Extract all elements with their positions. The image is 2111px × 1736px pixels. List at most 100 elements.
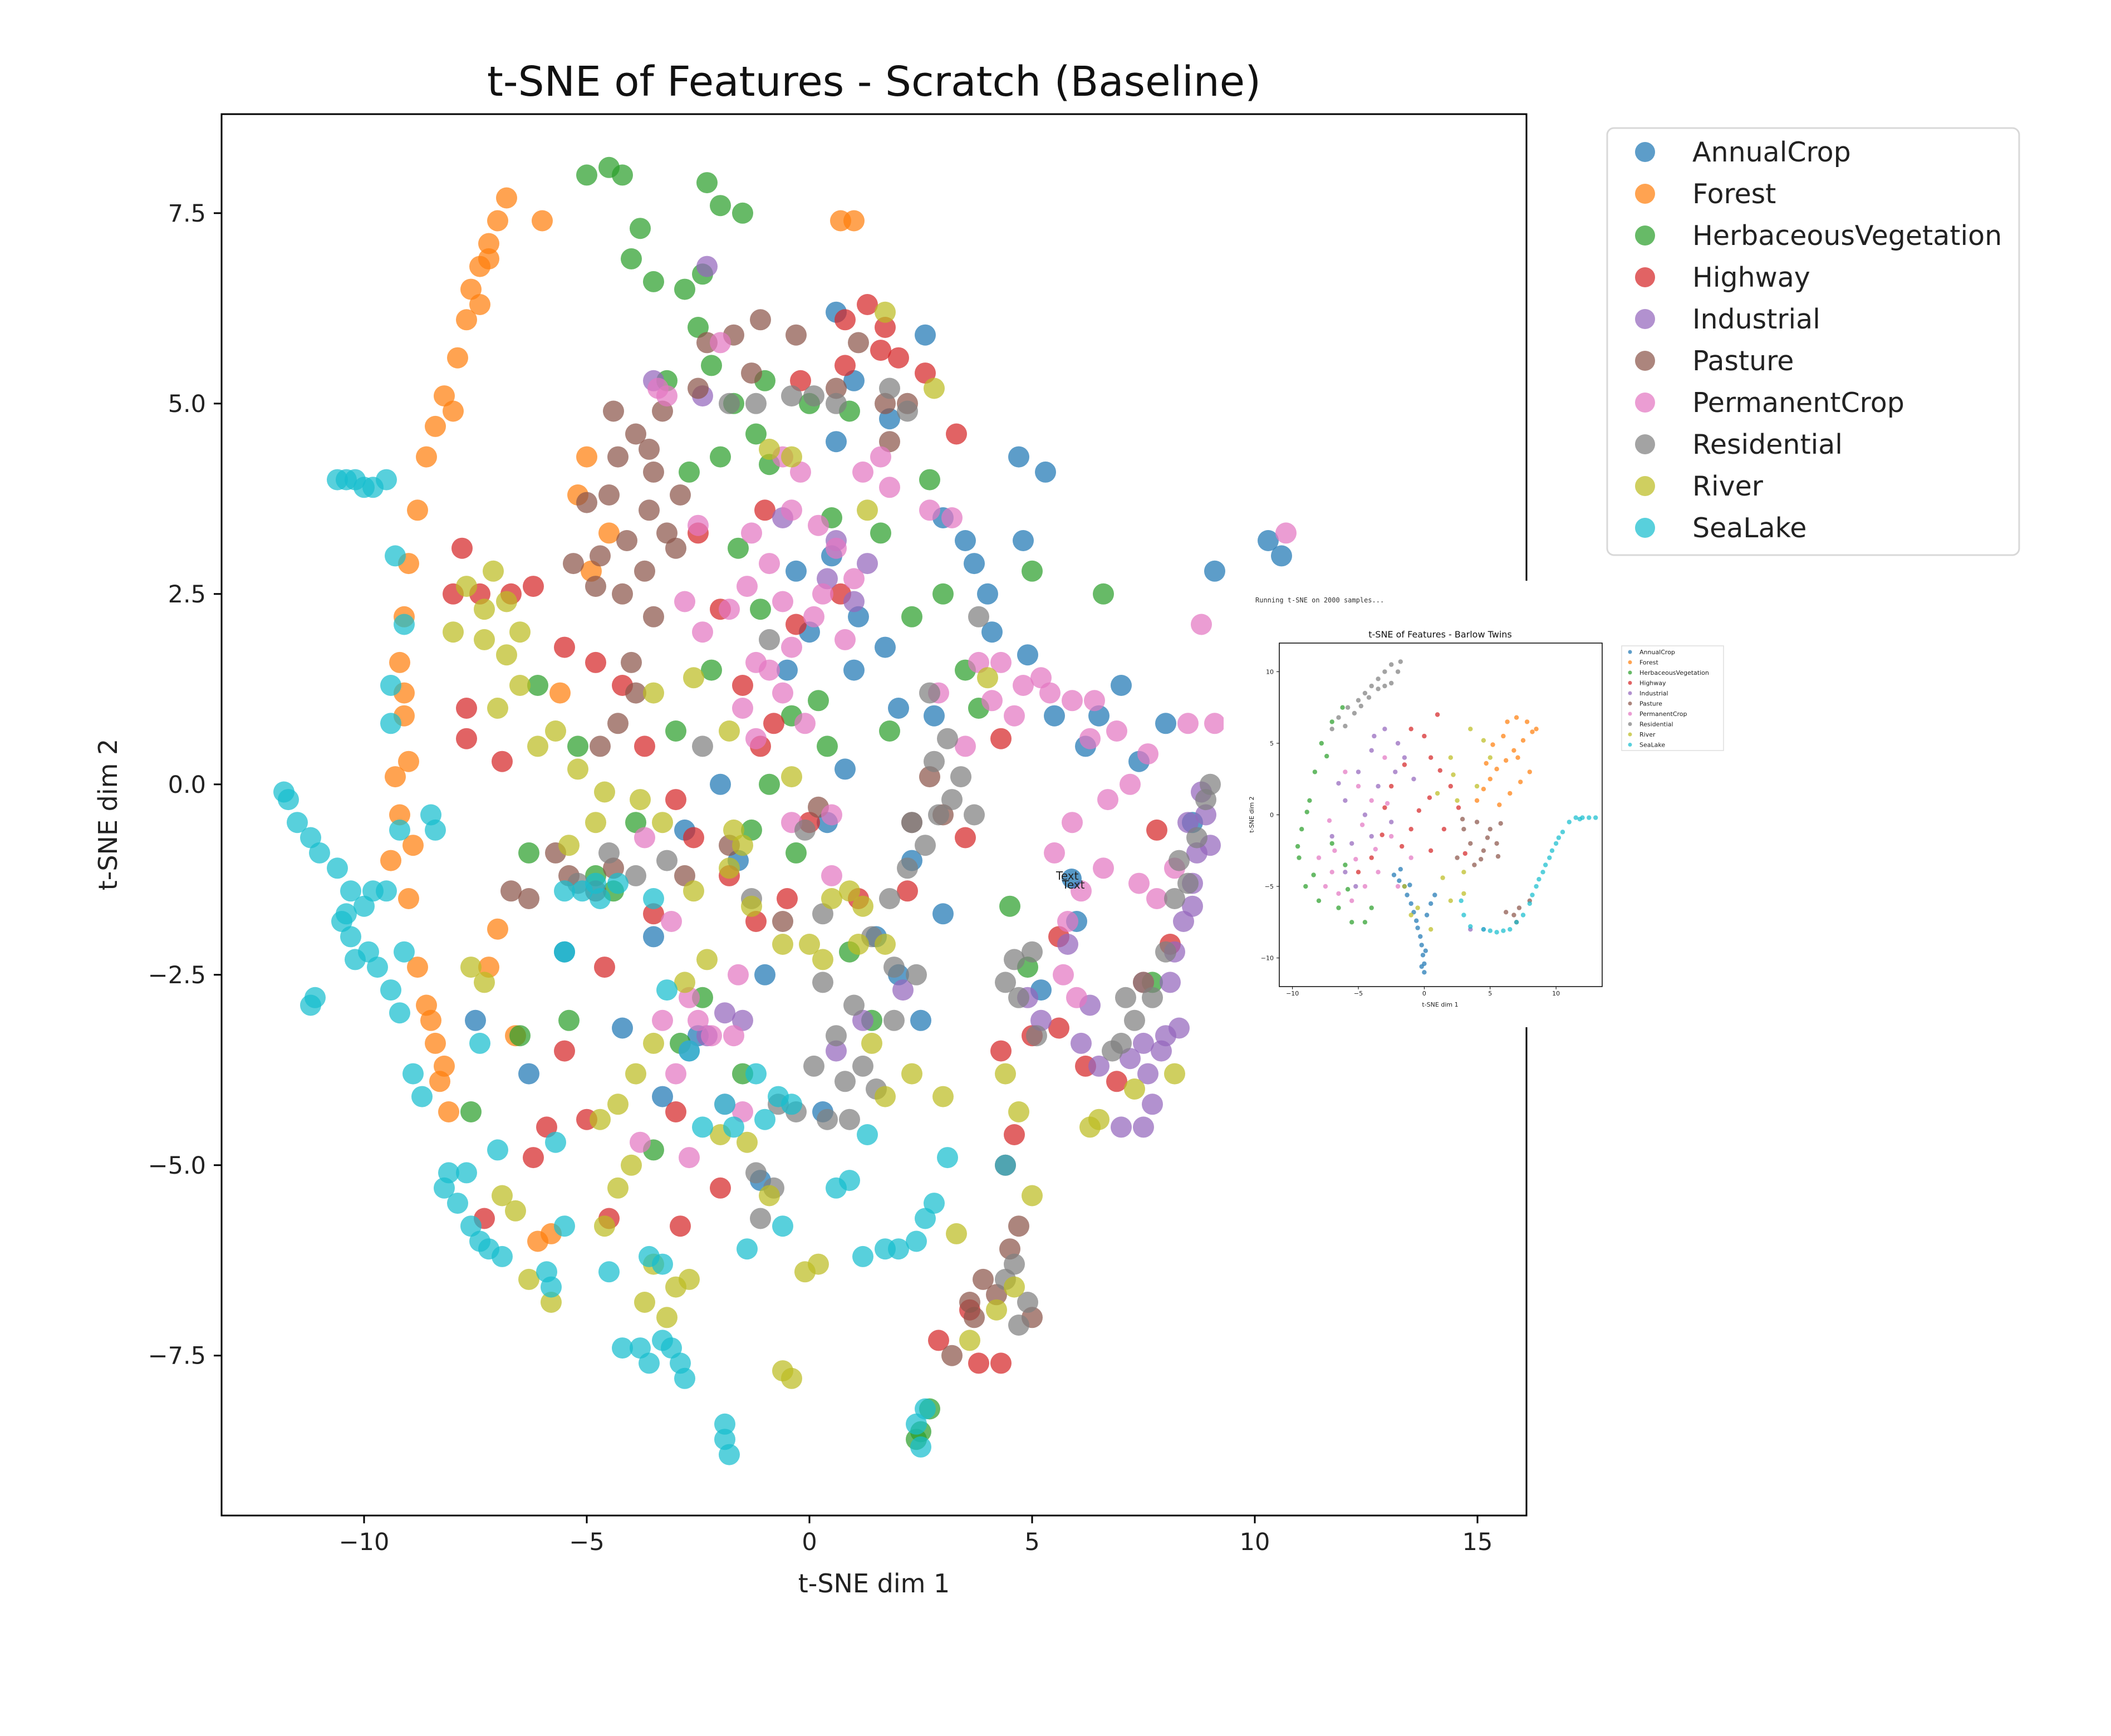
point-permanentcrop-76	[955, 735, 976, 757]
legend-label-permanentcrop: PermanentCrop	[1692, 387, 1904, 419]
point-permanentcrop-16	[794, 713, 816, 734]
inset-legend: AnnualCrop Forest HerbaceousVegetation High…	[1621, 645, 1724, 751]
point-river-40	[679, 1268, 700, 1290]
point-industrial-34	[857, 553, 878, 575]
point-industrial-14	[1133, 1116, 1154, 1138]
point-forest-15	[1534, 727, 1539, 732]
legend-marker-highway	[1628, 681, 1632, 685]
point-river-70	[1124, 1078, 1145, 1100]
point-residential-67	[919, 682, 940, 704]
point-highway-0	[1408, 727, 1413, 732]
point-herbaceousvegetation-18	[1369, 905, 1374, 910]
point-pasture-15	[563, 553, 584, 575]
point-sealake-20	[1543, 862, 1548, 867]
point-sealake-12	[1508, 927, 1513, 932]
point-herbaceousvegetation-19	[1304, 810, 1309, 815]
point-permanentcrop-46	[1062, 812, 1083, 833]
point-highway-15	[1456, 805, 1461, 810]
point-sealake-9	[380, 713, 401, 734]
point-industrial-2	[1195, 804, 1216, 826]
point-river-81	[977, 667, 998, 689]
point-river-68	[1088, 1109, 1109, 1130]
point-permanentcrop-65	[741, 522, 762, 544]
point-residential-7	[1336, 715, 1341, 720]
legend-label-residential: Residential	[1692, 429, 1843, 460]
point-highway-53	[897, 880, 918, 902]
point-highway-56	[946, 423, 967, 445]
point-pasture-4	[643, 461, 664, 483]
point-river-78	[683, 667, 704, 689]
point-industrial-26	[732, 1009, 753, 1031]
point-highway-29	[875, 317, 896, 338]
point-residential-6	[1142, 987, 1163, 1008]
point-river-4	[496, 591, 517, 612]
point-river-44	[781, 1367, 802, 1389]
point-river-30	[625, 1063, 646, 1085]
point-permanentcrop-6	[1376, 870, 1381, 875]
point-annualcrop-20	[826, 431, 847, 453]
point-river-7	[1487, 755, 1493, 760]
point-sealake-92	[434, 1177, 455, 1199]
point-river-64	[986, 1299, 1007, 1321]
point-forest-13	[1508, 791, 1513, 796]
point-annualcrop-10	[1035, 461, 1056, 483]
inset-log-text: Running t-SNE on 2000 samples...	[1255, 596, 1384, 604]
point-permanentcrop-34	[968, 651, 989, 673]
point-highway-16	[777, 888, 798, 909]
point-permanentcrop-7	[812, 583, 833, 605]
y-tick-label-4: 2.5	[168, 581, 206, 609]
point-annualcrop-12	[1111, 675, 1132, 696]
point-forest-2	[478, 233, 499, 254]
point-sealake-73	[995, 1154, 1016, 1176]
point-pasture-23	[750, 309, 771, 331]
point-forest-39	[549, 682, 571, 704]
point-pasture-13	[1511, 913, 1516, 918]
point-permanentcrop-16	[1373, 847, 1378, 852]
point-herbaceousvegetation-15	[710, 446, 731, 468]
point-forest-27	[443, 400, 464, 422]
point-herbaceousvegetation-3	[696, 172, 718, 194]
point-river-33	[621, 1154, 642, 1176]
point-annualcrop-6	[1414, 918, 1419, 923]
point-industrial-7	[1362, 812, 1368, 817]
point-permanentcrop-15	[1353, 857, 1358, 862]
legend-label-river: River	[1692, 470, 1764, 502]
point-sealake-61	[857, 1124, 878, 1145]
point-highway-6	[1408, 827, 1413, 832]
point-sealake-71	[924, 1193, 945, 1214]
point-herbaceousvegetation-26	[901, 606, 922, 627]
point-forest-14	[1497, 802, 1502, 807]
point-residential-60	[759, 629, 780, 650]
point-herbaceousvegetation-40	[509, 1025, 531, 1047]
point-permanentcrop-27	[732, 1101, 753, 1122]
point-herbaceousvegetation-11	[1362, 920, 1368, 925]
point-herbaceousvegetation-58	[728, 537, 749, 559]
point-river-12	[1415, 905, 1420, 910]
point-pasture-25	[826, 377, 847, 399]
point-forest-23	[438, 1101, 459, 1122]
x-tick-label-5: 15	[1462, 1528, 1493, 1556]
main-scatter-points	[273, 156, 1297, 1465]
point-highway-36	[710, 1177, 731, 1199]
point-sealake-5	[376, 469, 397, 491]
point-annualcrop-5	[1415, 925, 1420, 930]
point-annualcrop-18	[1419, 964, 1424, 969]
point-permanentcrop-68	[692, 621, 713, 643]
point-herbaceousvegetation-7	[1340, 705, 1345, 710]
main-legend-items: AnnualCrop Forest HerbaceousVegetation High…	[1635, 136, 2002, 544]
point-river-54	[492, 1185, 513, 1207]
point-sealake-27	[345, 949, 366, 970]
x-tick-label-2: 0	[1422, 990, 1426, 997]
point-herbaceousvegetation-0	[1297, 855, 1302, 860]
point-river-75	[759, 1185, 780, 1207]
point-herbaceousvegetation-13	[1343, 862, 1348, 867]
point-pasture-28	[879, 431, 900, 453]
point-pasture-8	[1495, 854, 1501, 859]
point-industrial-19	[1071, 1032, 1092, 1054]
point-sealake-82	[719, 1444, 740, 1465]
point-pasture-43	[973, 1268, 994, 1290]
point-permanentcrop-12	[1356, 783, 1361, 789]
point-highway-8	[1441, 827, 1447, 832]
point-sealake-7	[1540, 870, 1545, 875]
point-highway-7	[1428, 848, 1433, 854]
